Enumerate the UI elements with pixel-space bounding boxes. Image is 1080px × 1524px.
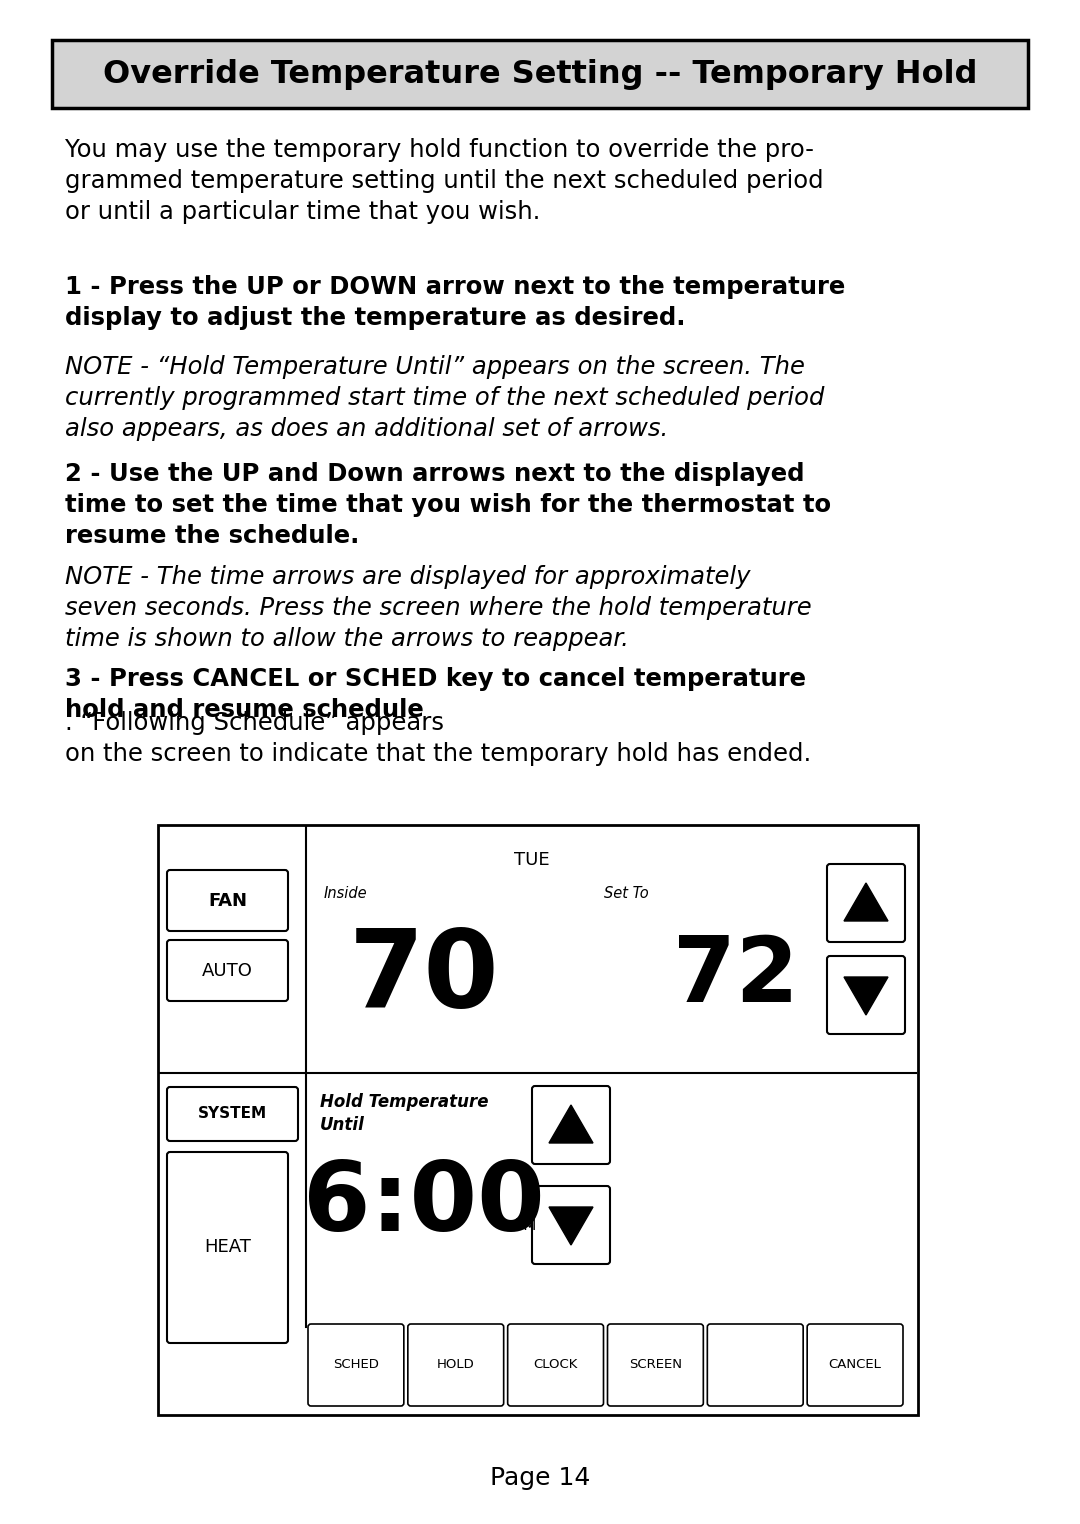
- Text: 1 - Press the UP or DOWN arrow next to the temperature
display to adjust the tem: 1 - Press the UP or DOWN arrow next to t…: [65, 274, 846, 331]
- Polygon shape: [549, 1105, 593, 1143]
- FancyBboxPatch shape: [167, 1152, 288, 1343]
- Text: PM: PM: [514, 1218, 537, 1233]
- Polygon shape: [549, 1207, 593, 1245]
- Polygon shape: [843, 882, 888, 920]
- FancyBboxPatch shape: [827, 864, 905, 942]
- Text: Set To: Set To: [604, 885, 649, 901]
- FancyBboxPatch shape: [308, 1324, 404, 1407]
- Text: SCREEN: SCREEN: [629, 1358, 681, 1372]
- Text: NOTE - “Hold Temperature Until” appears on the screen. The
currently programmed : NOTE - “Hold Temperature Until” appears …: [65, 355, 824, 442]
- FancyBboxPatch shape: [827, 956, 905, 1033]
- Text: 6:00: 6:00: [303, 1158, 545, 1251]
- Text: Inside: Inside: [324, 885, 367, 901]
- FancyBboxPatch shape: [167, 1087, 298, 1141]
- Text: HOLD: HOLD: [437, 1358, 474, 1372]
- Text: AUTO: AUTO: [202, 962, 253, 980]
- FancyBboxPatch shape: [167, 870, 288, 931]
- Text: CANCEL: CANCEL: [828, 1358, 881, 1372]
- FancyBboxPatch shape: [408, 1324, 503, 1407]
- Text: SYSTEM: SYSTEM: [198, 1106, 267, 1122]
- FancyBboxPatch shape: [807, 1324, 903, 1407]
- Text: 3 - Press CANCEL or SCHED key to cancel temperature
hold and resume schedule: 3 - Press CANCEL or SCHED key to cancel …: [65, 668, 806, 722]
- Text: TUE: TUE: [514, 850, 550, 869]
- FancyBboxPatch shape: [167, 940, 288, 1001]
- Text: FAN: FAN: [208, 892, 247, 910]
- Text: SCHED: SCHED: [333, 1358, 379, 1372]
- FancyBboxPatch shape: [707, 1324, 804, 1407]
- FancyBboxPatch shape: [508, 1324, 604, 1407]
- Text: You may use the temporary hold function to override the pro-
grammed temperature: You may use the temporary hold function …: [65, 139, 824, 224]
- Text: Page 14: Page 14: [490, 1466, 590, 1490]
- Text: 70: 70: [349, 924, 499, 1030]
- Text: Override Temperature Setting -- Temporary Hold: Override Temperature Setting -- Temporar…: [103, 58, 977, 90]
- Text: 72: 72: [673, 933, 799, 1021]
- FancyBboxPatch shape: [532, 1087, 610, 1164]
- FancyBboxPatch shape: [532, 1186, 610, 1263]
- Text: CLOCK: CLOCK: [534, 1358, 578, 1372]
- Polygon shape: [843, 977, 888, 1015]
- FancyBboxPatch shape: [607, 1324, 703, 1407]
- FancyBboxPatch shape: [52, 40, 1028, 108]
- Text: NOTE - The time arrows are displayed for approximately
seven seconds. Press the : NOTE - The time arrows are displayed for…: [65, 565, 812, 651]
- Text: 2 - Use the UP and Down arrows next to the displayed
time to set the time that y: 2 - Use the UP and Down arrows next to t…: [65, 462, 832, 549]
- Text: . “Following Schedule” appears
on the screen to indicate that the temporary hold: . “Following Schedule” appears on the sc…: [65, 712, 811, 767]
- Text: HEAT: HEAT: [204, 1239, 251, 1256]
- Text: Hold Temperature
Until: Hold Temperature Until: [320, 1093, 488, 1134]
- FancyBboxPatch shape: [158, 824, 918, 1414]
